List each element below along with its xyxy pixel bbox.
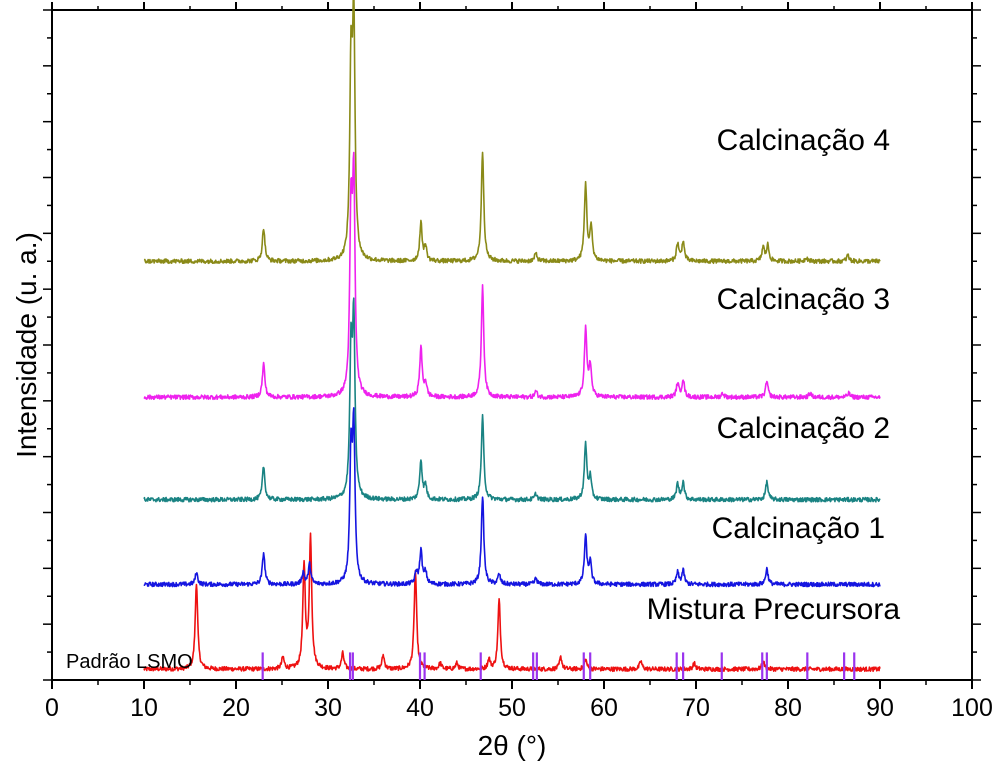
y-axis-title: Intensidade (u. a.) <box>11 232 42 458</box>
x-tick-label: 10 <box>130 694 158 722</box>
reference-pattern <box>261 652 856 680</box>
series-label-calcinacao-1: Calcinação 1 <box>712 512 885 545</box>
x-tick-label: 80 <box>774 694 802 722</box>
x-tick-label: 70 <box>682 694 710 722</box>
series-label-mistura-precursora: Mistura Precursora <box>647 593 901 626</box>
series-line-calcinacao-1 <box>143 407 881 588</box>
x-tick-label: 30 <box>314 694 342 722</box>
x-axis-title: 2θ (°) <box>478 730 547 761</box>
x-tick-label: 0 <box>45 694 59 722</box>
x-tick-label: 90 <box>866 694 894 722</box>
series-line-calcinacao-4 <box>143 0 881 265</box>
series-labels: Mistura Precursora Calcinação 1 Calcinação… <box>647 124 901 626</box>
series-line-calcinacao-3 <box>143 151 881 401</box>
series-label-calcinacao-3: Calcinação 3 <box>717 283 890 316</box>
plot-frame <box>51 9 973 681</box>
reference-label: Padrão LSMO <box>66 651 193 673</box>
x-tick-label: 100 <box>951 694 993 722</box>
series-layer <box>143 0 881 673</box>
series-label-calcinacao-2: Calcinação 2 <box>717 412 890 445</box>
x-axis-ticks: 0 10 20 30 40 50 60 70 80 90 100 <box>45 2 993 722</box>
series-line-calcinacao-2 <box>143 297 881 503</box>
x-tick-label: 50 <box>498 694 526 722</box>
x-tick-label: 20 <box>222 694 250 722</box>
series-label-calcinacao-4: Calcinação 4 <box>717 124 890 157</box>
y-axis-ticks <box>43 9 981 681</box>
x-tick-label: 40 <box>406 694 434 722</box>
series-line-mistura-precursora <box>143 532 881 673</box>
x-tick-label: 60 <box>590 694 618 722</box>
